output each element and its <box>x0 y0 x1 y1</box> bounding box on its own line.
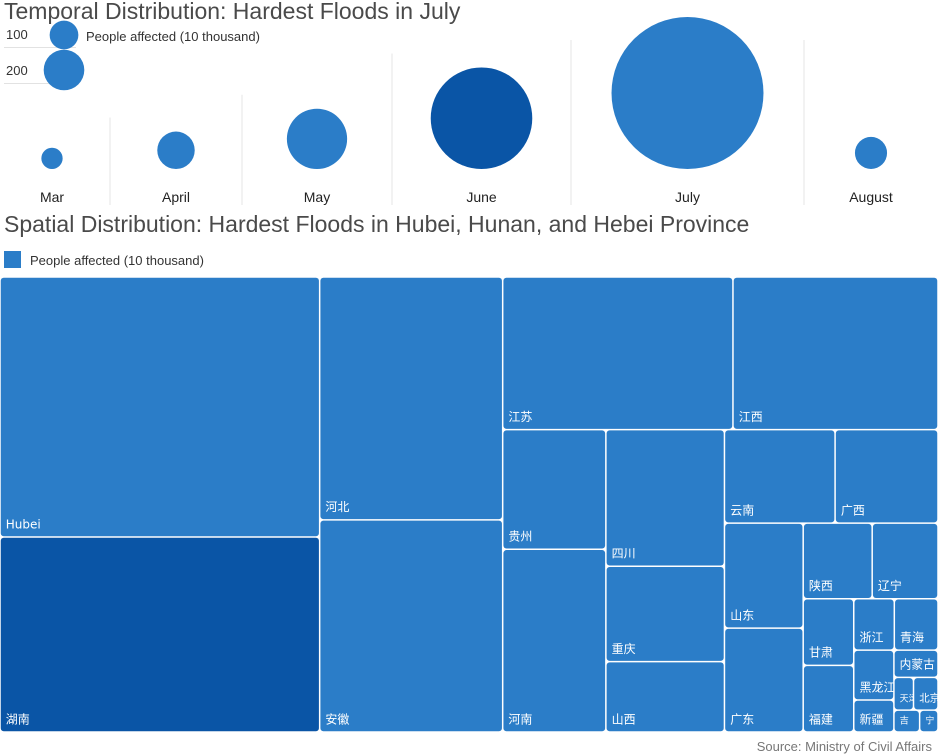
size-legend-value: 200 <box>6 63 28 78</box>
treemap-cell-山东 <box>725 523 803 628</box>
treemap-label: 河北 <box>325 500 349 514</box>
spatial-chart-title: Spatial Distribution: Hardest Floods in … <box>4 211 750 237</box>
treemap-cell-安徽 <box>320 520 502 732</box>
month-label: August <box>849 189 893 205</box>
size-legend-value: 100 <box>6 27 28 42</box>
treemap-cell-内蒙古 <box>894 650 938 677</box>
size-legend-circle <box>49 20 79 50</box>
treemap-label: 江西 <box>739 410 763 424</box>
treemap-cell-贵州 <box>503 430 606 549</box>
treemap-label: 甘肃 <box>809 646 833 660</box>
bubble-mar <box>41 147 63 169</box>
treemap-label: 新疆 <box>859 711 883 726</box>
treemap-cell-青海 <box>895 599 938 650</box>
treemap-cell-河北 <box>320 277 502 520</box>
treemap-label: 北京 <box>919 691 938 704</box>
treemap-label: Hubei <box>6 517 41 531</box>
treemap-cell-宁 <box>920 710 938 732</box>
bubble-july <box>611 17 764 169</box>
size-legend-row-100: 100 <box>4 22 78 48</box>
treemap-label: 广西 <box>841 503 865 517</box>
treemap-label: 河南 <box>508 711 532 726</box>
treemap-label: 陕西 <box>809 578 833 593</box>
treemap-cell-四川 <box>606 430 724 566</box>
treemap-cell-甘肃 <box>803 599 853 665</box>
month-label: June <box>466 189 497 205</box>
treemap-cell-湖南 <box>0 537 319 732</box>
treemap-legend-label: People affected (10 thousand) <box>30 253 204 268</box>
treemap-cell-黑龙江 <box>854 650 894 700</box>
treemap-cell-广东 <box>725 628 803 732</box>
treemap-label: 青海 <box>900 629 924 644</box>
treemap-cell-重庆 <box>606 566 724 661</box>
treemap-cell-吉 <box>894 710 919 732</box>
size-legend-label: People affected (10 thousand) <box>86 29 260 44</box>
treemap-label: 福建 <box>809 711 833 726</box>
treemap-label: 黑龙江 <box>859 680 895 694</box>
treemap-label: 宁 <box>925 714 934 726</box>
treemap-label: 广东 <box>730 712 754 726</box>
treemap-legend-swatch <box>4 251 21 268</box>
temporal-bubble-chart: Mar April May June July August <box>40 17 893 205</box>
treemap-cell-辽宁 <box>872 523 938 598</box>
size-legend-circle <box>43 49 85 91</box>
bubble-june <box>430 67 533 169</box>
treemap-cell-陕西 <box>803 523 872 598</box>
treemap-cell-福建 <box>803 666 853 732</box>
treemap-label: 湖南 <box>6 711 30 726</box>
treemap-cell-广西 <box>835 430 938 523</box>
treemap-cell-浙江 <box>854 599 894 650</box>
treemap-label: 云南 <box>730 502 754 517</box>
treemap-label: 贵州 <box>508 530 532 544</box>
month-label: Mar <box>40 189 64 205</box>
treemap-cell-天津 <box>894 678 913 710</box>
month-label: April <box>162 189 190 205</box>
treemap-cell-新疆 <box>854 700 894 732</box>
month-label: July <box>675 189 700 205</box>
treemap-cell-山西 <box>606 662 724 732</box>
treemap-cell-云南 <box>725 430 835 523</box>
source-note: Source: Ministry of Civil Affairs <box>756 739 932 754</box>
treemap-label: 内蒙古 <box>900 658 935 672</box>
size-legend-divider <box>4 83 76 84</box>
treemap-label: 吉 <box>900 715 909 726</box>
temporal-chart-title: Temporal Distribution: Hardest Floods in… <box>4 0 461 24</box>
treemap-cell-河南 <box>503 550 606 732</box>
treemap-label: 重庆 <box>612 642 636 656</box>
treemap-cell-Hubei <box>0 277 319 537</box>
size-legend-row-200: 200 <box>4 58 78 84</box>
size-legend-divider <box>4 47 76 48</box>
bubble-april <box>157 131 195 170</box>
bubble-august <box>854 136 888 170</box>
treemap-label: 安徽 <box>325 711 349 726</box>
treemap-label: 山西 <box>612 712 636 726</box>
treemap-label: 山东 <box>730 608 754 622</box>
treemap-label: 天津 <box>900 693 918 704</box>
treemap-label: 四川 <box>612 546 636 560</box>
treemap-cell-北京 <box>914 678 938 710</box>
treemap-label: 江苏 <box>508 410 532 424</box>
bubble-may <box>286 108 348 169</box>
treemap-cell-江西 <box>733 277 938 429</box>
treemap-cell-江苏 <box>503 277 733 429</box>
month-label: May <box>304 189 330 205</box>
treemap-label: 辽宁 <box>878 578 902 593</box>
treemap-label: 浙江 <box>859 630 883 644</box>
